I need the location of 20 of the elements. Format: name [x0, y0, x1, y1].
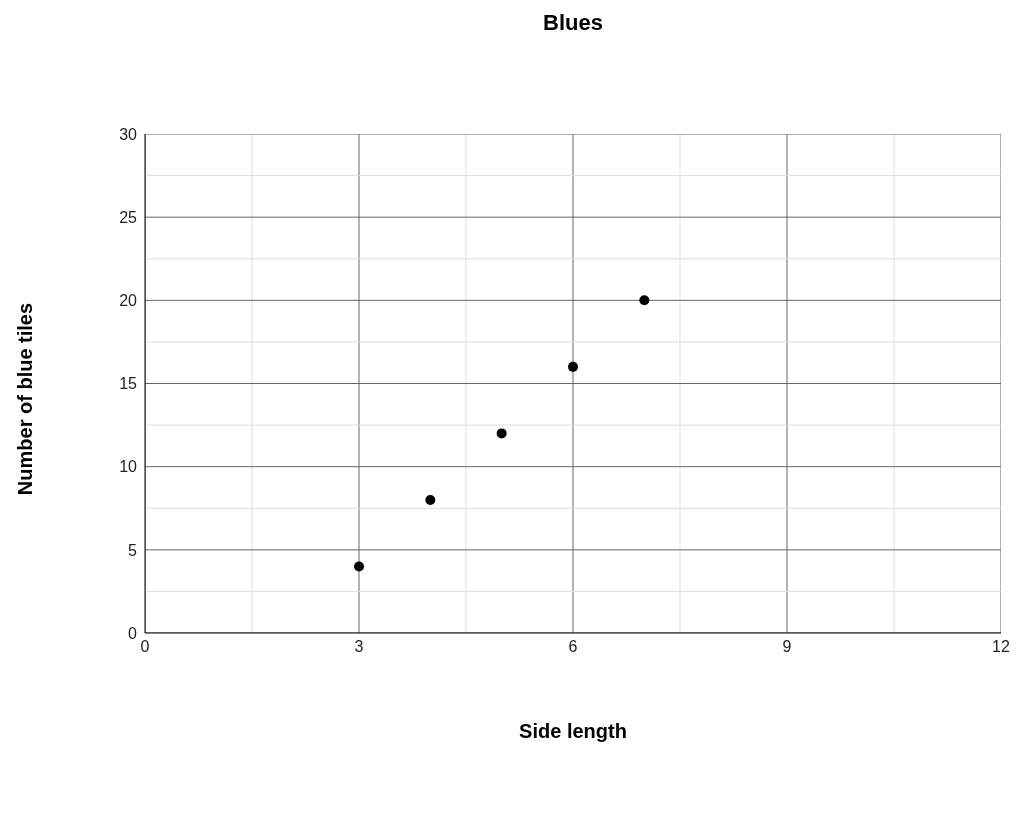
x-tick-label: 6 [568, 638, 578, 656]
point [639, 295, 650, 306]
x-tick-label: 9 [782, 638, 792, 656]
y-tick-label: 5 [128, 541, 138, 559]
x-axis-title: Side length [518, 720, 628, 743]
x-tick-label: 12 [992, 638, 1010, 656]
chart-title: Blues [542, 9, 604, 37]
y-axis-title: Number of blue tiles [13, 302, 37, 496]
y-tick-label: 20 [119, 292, 138, 310]
x-tick-label: 0 [140, 638, 150, 656]
x-tick-label: 3 [354, 638, 364, 656]
point [425, 494, 436, 505]
point [354, 561, 364, 572]
y-tick-label: 15 [119, 375, 138, 393]
y-tick-label: 25 [119, 208, 138, 226]
point [496, 428, 507, 439]
y-tick-label: 10 [119, 458, 138, 476]
point [568, 361, 578, 372]
y-tick-label: 30 [119, 125, 138, 143]
y-tick-label: 0 [128, 624, 138, 642]
